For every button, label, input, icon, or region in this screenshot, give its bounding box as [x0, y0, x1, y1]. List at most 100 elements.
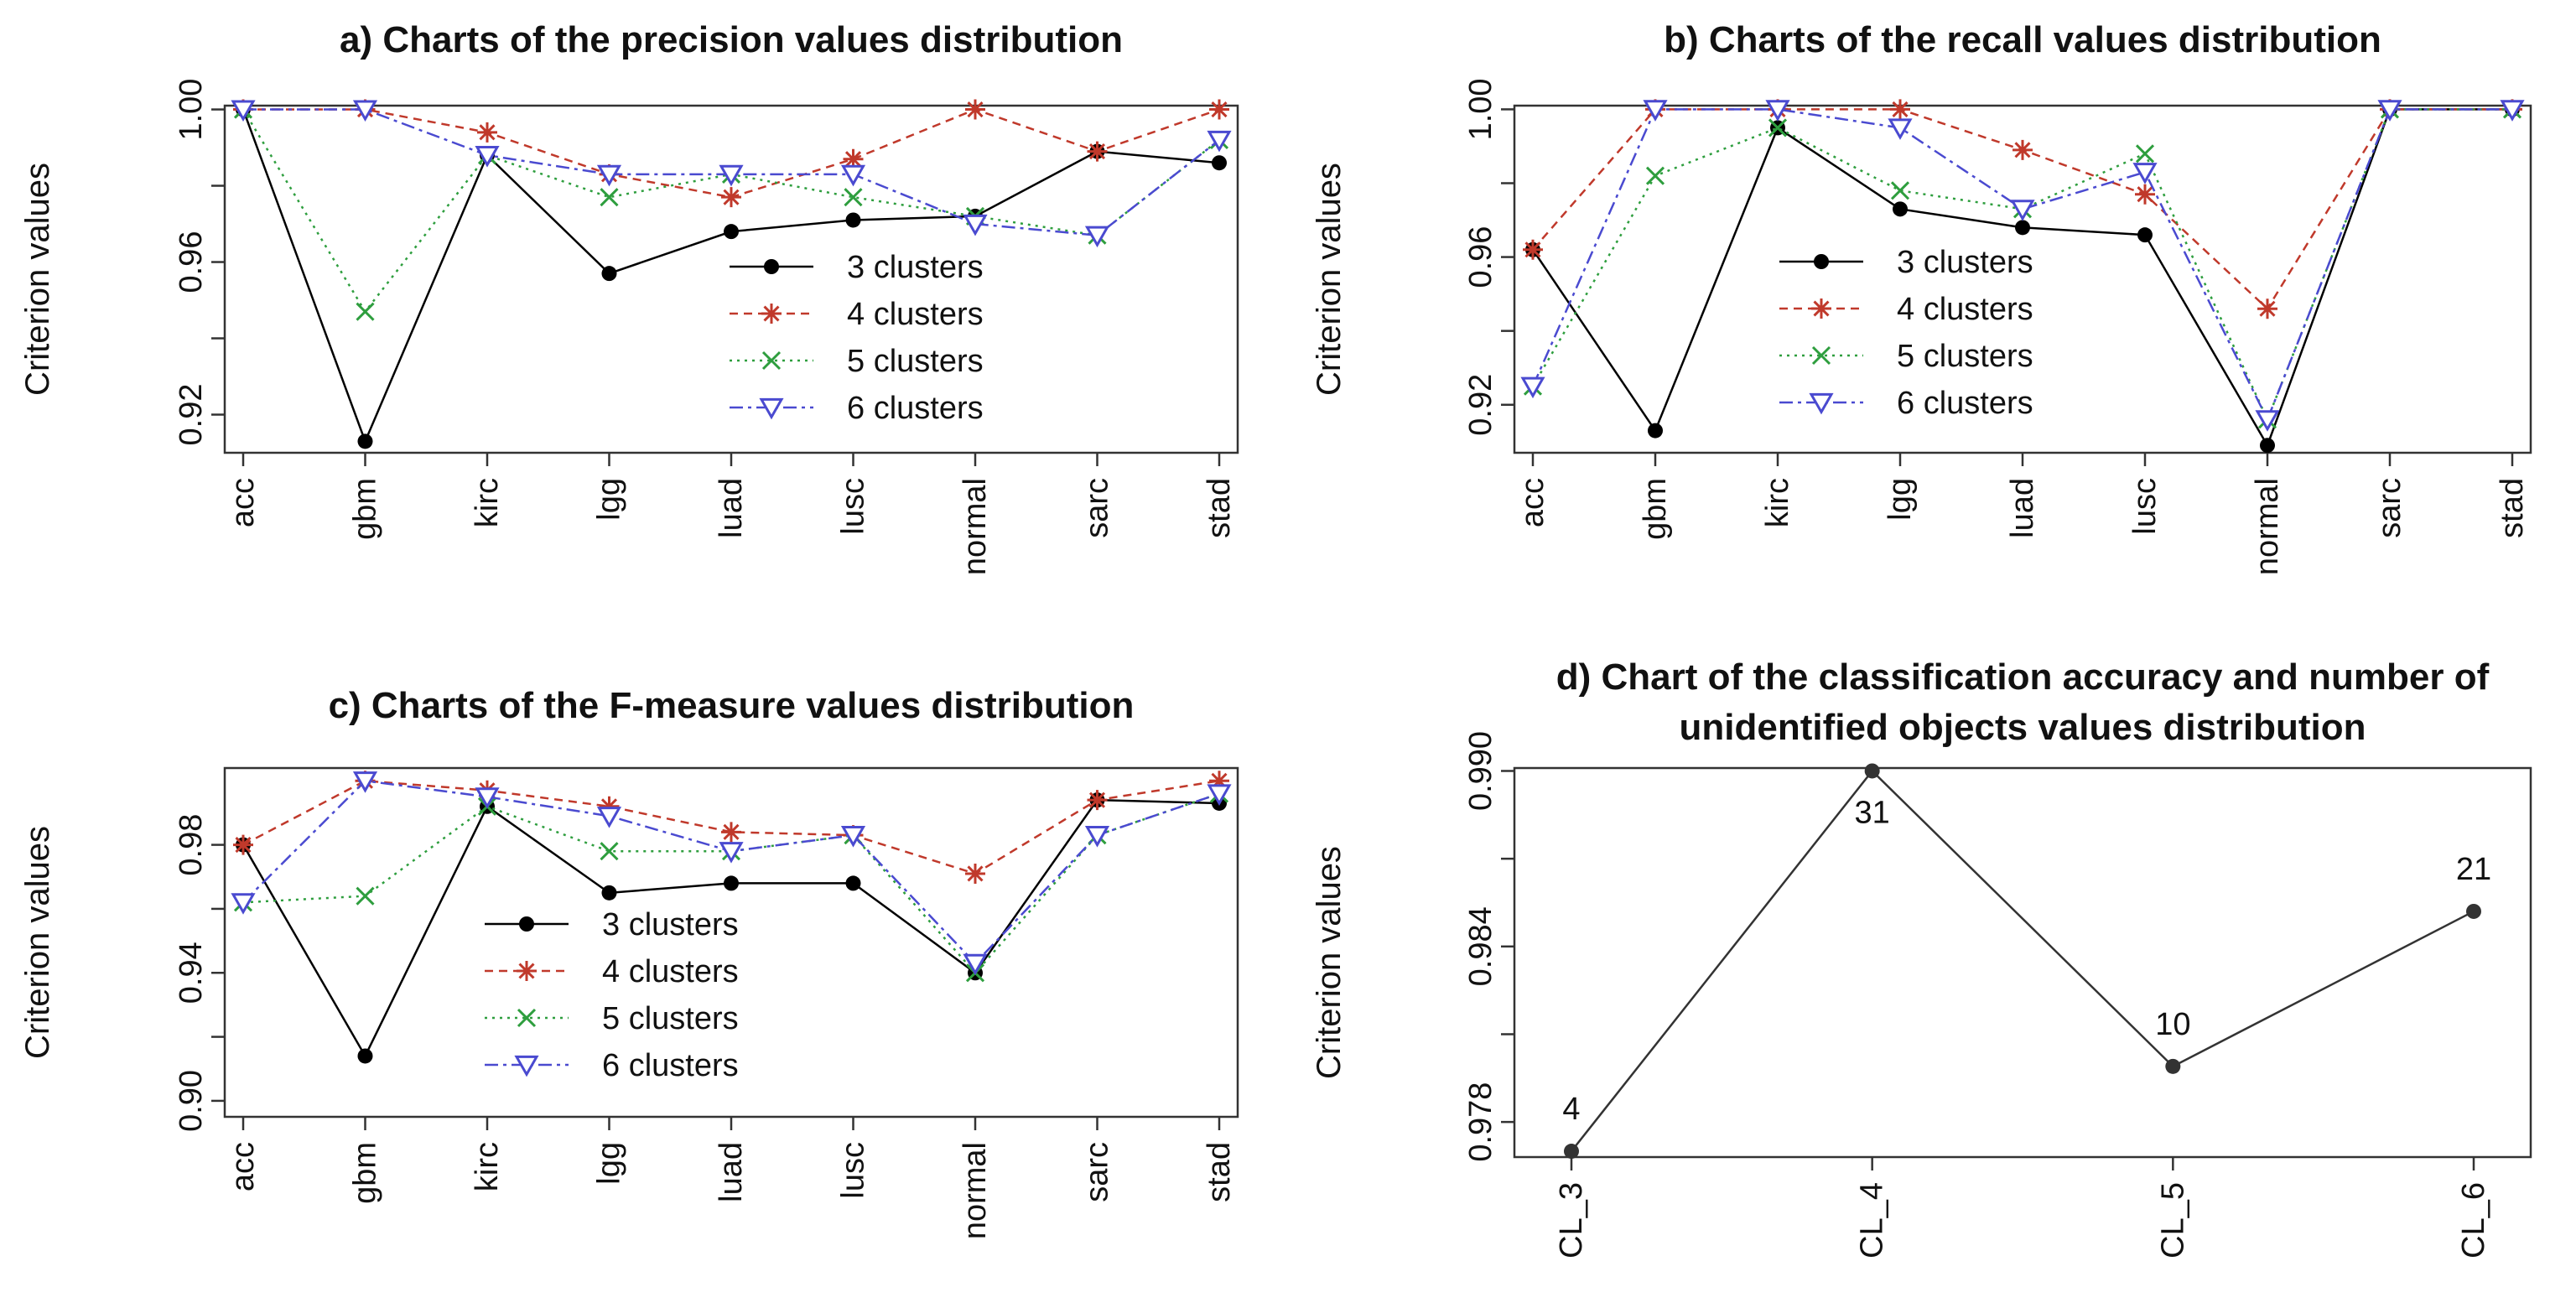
data-point [2255, 410, 2280, 432]
data-point [2010, 200, 2035, 221]
legend-marker-shape [1811, 345, 1831, 366]
data-point [1084, 226, 1110, 248]
data-point [1890, 181, 1910, 200]
x-tick-label: lusc [836, 1142, 871, 1199]
series-6-clusters [231, 100, 1232, 248]
data-point-shape [356, 886, 375, 906]
data-point-shape [601, 266, 617, 282]
plot-frame [1513, 766, 2532, 1159]
data-point-shape [1087, 790, 1108, 811]
data-point [1564, 1144, 1579, 1160]
data-point-shape [1209, 99, 1229, 120]
data-point [965, 99, 985, 120]
data-point [1643, 100, 1668, 122]
data-label: 31 [1855, 795, 1890, 830]
data-label: 10 [2155, 1007, 2190, 1042]
legend-marker-shape [517, 961, 537, 981]
x-tick-label: lgg [592, 1142, 627, 1185]
data-point-shape [724, 875, 739, 891]
data-point [2137, 227, 2153, 243]
x-tick-label: normal [2250, 478, 2285, 575]
series-5-clusters [233, 100, 1229, 321]
data-point [2466, 903, 2481, 919]
legend-label: 4 clusters [602, 954, 739, 989]
y-tick-label: 0.92 [1463, 374, 1498, 436]
legend-label: 6 clusters [1897, 386, 2033, 421]
data-point [475, 146, 500, 168]
legend-marker [1814, 254, 1829, 269]
legend-marker-shape [764, 259, 779, 274]
x-tick-label: acc [1515, 478, 1550, 527]
data-point-shape [596, 164, 622, 187]
data-point-shape [600, 188, 619, 207]
data-point-shape [721, 822, 741, 843]
x-tick-label: stad [2495, 478, 2530, 538]
data-point [1888, 118, 1913, 140]
legend-label: 4 clusters [1897, 292, 2033, 327]
data-point [600, 842, 619, 861]
data-point-shape [1084, 226, 1110, 248]
data-point [356, 302, 375, 321]
data-point-shape [2257, 298, 2277, 319]
data-point [2012, 139, 2033, 160]
data-point-shape [475, 146, 500, 168]
legend-marker-shape [1811, 298, 1831, 319]
y-tick-label: 0.984 [1463, 906, 1498, 986]
data-point [1645, 166, 1665, 185]
series-line [243, 108, 1220, 236]
data-point-shape [475, 787, 500, 809]
y-tick-label: 0.92 [174, 384, 209, 446]
data-point-shape [845, 875, 861, 891]
x-tick-label: lgg [1883, 478, 1918, 521]
legend-marker-shape [761, 350, 782, 371]
data-point-shape [721, 187, 741, 208]
data-point-shape [843, 148, 864, 169]
legend-marker-shape [1809, 392, 1834, 415]
data-point [1893, 201, 1908, 217]
data-point [1520, 376, 1545, 399]
y-tick-label: 0.98 [174, 814, 209, 876]
data-point [1087, 790, 1108, 811]
data-point-shape [357, 1048, 373, 1064]
legend-label: 6 clusters [847, 391, 984, 426]
data-point-shape [2165, 1058, 2181, 1074]
data-point [721, 822, 741, 843]
legend-marker [1811, 298, 1831, 319]
data-point-shape [477, 122, 497, 143]
x-tick-label: acc [226, 1142, 261, 1191]
data-point [840, 164, 866, 187]
x-tick-label: gbm [348, 1142, 383, 1204]
x-tick-label: kirc [470, 1142, 505, 1191]
y-tick-label: 0.96 [174, 231, 209, 293]
data-point-shape [2260, 438, 2275, 454]
data-point-shape [845, 212, 861, 228]
data-point-shape [1520, 376, 1545, 399]
data-point-shape [965, 99, 985, 120]
data-point [1765, 100, 1790, 122]
x-tick-label: CL_5 [2155, 1182, 2190, 1259]
data-point [965, 863, 985, 884]
legend-label: 5 clusters [1897, 339, 2033, 374]
series-accuracy: 4 31 10 21 [1562, 763, 2491, 1160]
data-point-shape [1893, 201, 1908, 217]
data-point-shape [2135, 184, 2155, 205]
data-point [2377, 100, 2402, 122]
data-point-shape [963, 953, 988, 976]
data-point-shape [1084, 826, 1110, 848]
chart-title: d) Chart of the classification accuracy … [1556, 657, 2490, 698]
data-point [352, 100, 378, 122]
data-point-shape [356, 302, 375, 321]
data-point-shape [1643, 100, 1668, 122]
data-point-shape [965, 863, 985, 884]
data-point-shape [724, 224, 739, 240]
data-point-shape [2137, 227, 2153, 243]
x-tick-label: luad [2005, 478, 2040, 538]
legend-marker [519, 916, 534, 932]
legend-marker [759, 397, 784, 420]
chart-title: a) Charts of the precision values distri… [340, 19, 1123, 60]
chart-title: b) Charts of the recall values distribut… [1664, 19, 2381, 60]
data-point-shape [600, 842, 619, 861]
data-point [840, 826, 866, 848]
y-tick-label: 0.90 [174, 1070, 209, 1132]
legend-label: 3 clusters [1897, 245, 2033, 280]
